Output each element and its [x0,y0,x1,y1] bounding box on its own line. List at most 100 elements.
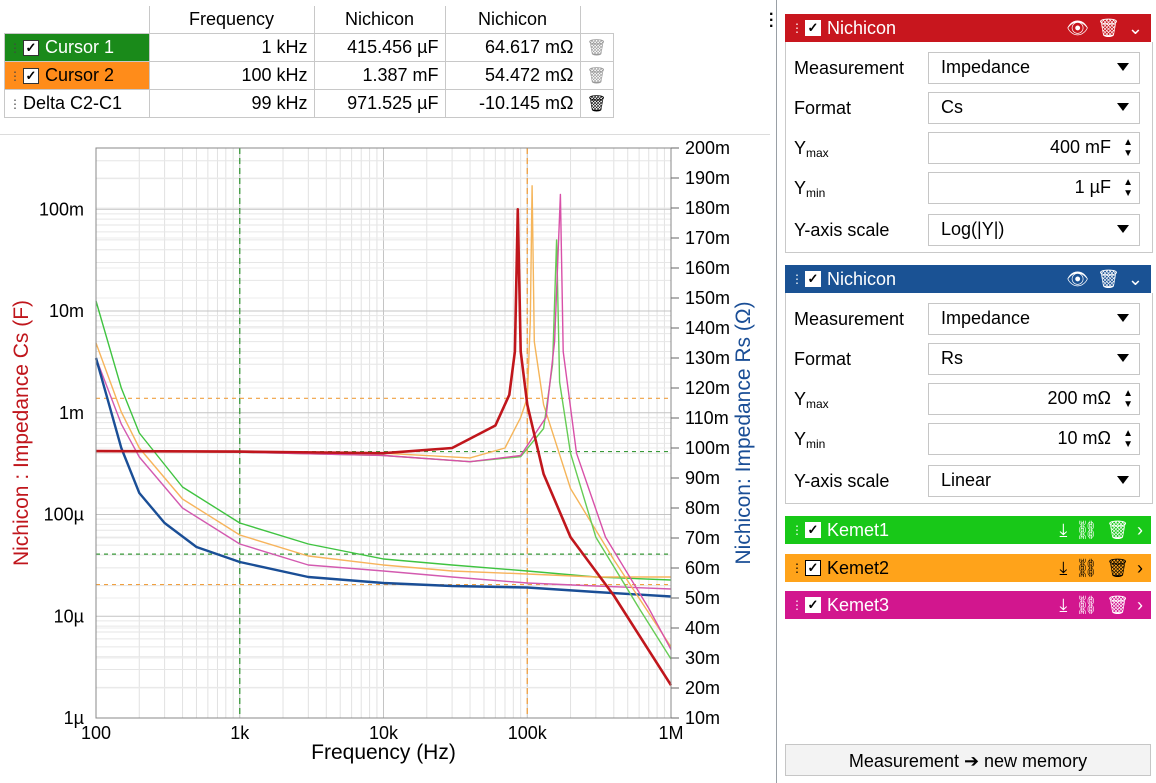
memory-kemet3-checkbox[interactable]: ✓ [805,597,821,613]
y-right-tick-label: 60m [685,558,720,578]
grip-icon[interactable]: ⋮⋮ [791,523,814,537]
spinner-icon[interactable]: ▲ ▼ [1123,177,1133,199]
x-tick-label: 10k [369,723,399,743]
unlink-icon[interactable]: ⛓ [1075,557,1099,578]
ymin-input[interactable]: 10 mΩ ▲ ▼ [928,423,1140,455]
cursor-2-label-cell[interactable]: ⋮⋮✓ Cursor 2 [4,61,150,90]
ymin-label-y: Y [794,429,807,449]
header-series-2: Nichicon [444,6,581,34]
download-icon[interactable]: ⤓ [1059,594,1068,615]
y-axis-scale-select[interactable]: Linear [928,465,1140,497]
format-label: Format [794,349,852,369]
cursor-lines [96,148,671,718]
chevron-right-icon[interactable]: › [1137,557,1143,578]
panel-header-cs[interactable]: ⋮⋮ ✓ Nichicon 👁 🗑 ⌄ [785,14,1151,42]
y-left-tick-label: 1µ [64,708,84,728]
series-line [95,342,671,578]
memory-header-kemet1[interactable]: ⋮⋮ ✓ Kemet1 ⤓ ⛓ 🗑 › [785,516,1151,544]
x-tick-label: 1k [230,723,250,743]
trash-icon[interactable]: 🗑 [586,40,607,57]
cursor-1-value-rs: 64.617 mΩ [444,33,581,62]
trash-icon[interactable]: 🗑 [1097,268,1120,289]
panel-body-rs: Measurement Impedance Format Rs Ymax 200… [785,293,1153,504]
cursor-2-checkbox[interactable]: ✓ [23,68,39,85]
chevron-right-icon[interactable]: › [1137,519,1143,540]
memory-header-kemet3[interactable]: ⋮⋮ ✓ Kemet3 ⤓ ⛓ 🗑 › [785,591,1151,619]
memory-kemet2-checkbox[interactable]: ✓ [805,560,821,576]
cursor-1-frequency[interactable]: 1 kHz [148,33,315,62]
ymin-label-sub: min [806,186,826,200]
ymax-label-sub: max [806,397,829,411]
memory-header-kemet2[interactable]: ⋮⋮ ✓ Kemet2 ⤓ ⛓ 🗑 › [785,554,1151,582]
panel-separator[interactable] [776,0,777,783]
download-icon[interactable]: ⤓ [1059,519,1068,540]
cursor-1-label-cell[interactable]: ⋮⋮✓ Cursor 1 [4,33,150,62]
memory-kemet1-checkbox[interactable]: ✓ [805,522,821,538]
delta-label: Delta C2-C1 [23,93,123,113]
measurement-select[interactable]: Impedance [928,52,1140,84]
format-select[interactable]: Cs [928,92,1140,124]
spinner-icon[interactable]: ▲ ▼ [1123,428,1133,450]
grip-icon[interactable]: ⋮⋮ [9,97,32,112]
spinner-icon[interactable]: ▲ ▼ [1123,388,1133,410]
cursor-2-frequency[interactable]: 100 kHz [148,61,315,90]
spinner-icon[interactable]: ▲ ▼ [1123,137,1133,159]
trash-icon[interactable]: 🗑 [1097,17,1120,38]
y-right-tick-label: 150m [685,288,730,308]
cursor-1-checkbox[interactable]: ✓ [23,40,39,57]
unlink-icon[interactable]: ⛓ [1075,519,1099,540]
trash-icon[interactable]: 🗑 [1106,557,1129,578]
format-label: Format [794,98,852,118]
y-right-tick-label: 80m [685,498,720,518]
unlink-icon[interactable]: ⛓ [1075,594,1099,615]
grip-icon[interactable]: ⋮⋮ [9,41,32,56]
y-axis-scale-select[interactable]: Log(|Y|) [928,214,1140,246]
delta-delete-cell: 🗑 [579,89,614,118]
download-icon[interactable]: ⤓ [1059,557,1068,578]
chevron-right-icon[interactable]: › [1137,594,1143,615]
format-select[interactable]: Rs [928,343,1140,375]
ymax-input[interactable]: 200 mΩ ▲ ▼ [928,383,1140,415]
chevron-down-icon[interactable]: ⌄ [1127,268,1143,289]
cursor-2-value-rs: 54.472 mΩ [444,61,581,90]
trash-icon[interactable]: 🗑 [1106,519,1129,540]
y-axis-right-label: Nichicon: Impedance Rs (Ω) [732,301,755,564]
series-line [95,208,673,686]
eye-icon[interactable]: 👁 [1066,268,1090,289]
ymax-value: 200 mΩ [1047,388,1111,408]
table-menu-icon[interactable]: · · · [769,6,775,35]
series-line [95,300,672,581]
measurement-label: Measurement [794,58,905,78]
dropdown-arrow-icon [1117,103,1129,111]
panel-rs-checkbox[interactable]: ✓ [805,271,821,287]
y-right-tick-label: 20m [685,678,720,698]
ymax-input[interactable]: 400 mF ▲ ▼ [928,132,1140,164]
y-axis-scale-value: Linear [941,470,992,490]
grip-icon[interactable]: ⋮⋮ [791,598,814,612]
divider [0,134,770,135]
trash-icon[interactable]: 🗑 [586,68,607,85]
eye-icon[interactable]: 👁 [1066,17,1090,38]
trash-icon[interactable]: 🗑 [586,96,607,113]
cursor-1-label: Cursor 1 [45,37,115,57]
grip-icon[interactable]: ⋮⋮ [791,272,814,286]
cursor-2-delete-cell: 🗑 [579,61,614,90]
panel-header-rs[interactable]: ⋮⋮ ✓ Nichicon 👁 🗑 ⌄ [785,265,1151,293]
grip-icon[interactable]: ⋮⋮ [791,21,814,35]
delta-label-cell: ⋮⋮Delta C2-C1 [4,89,150,118]
chevron-down-icon[interactable]: ⌄ [1127,17,1143,38]
trash-icon[interactable]: 🗑 [1106,594,1129,615]
grip-icon[interactable]: ⋮⋮ [791,561,814,575]
ymin-input[interactable]: 1 µF ▲ ▼ [928,172,1140,204]
table-row: ⋮⋮✓ Cursor 1 1 kHz 415.456 µF 64.617 mΩ 🗑 [4,33,614,62]
memory-kemet2-title: Kemet2 [827,557,890,578]
grip-icon[interactable]: ⋮⋮ [9,69,32,84]
new-memory-button[interactable]: Measurement ➔ new memory [785,744,1151,776]
panel-cs-checkbox[interactable]: ✓ [805,20,821,36]
y-right-tick-label: 10m [685,708,720,728]
impedance-chart[interactable]: 100 1k 10k 100k 1M 1µ 10µ 100µ 1m 10m 100m 10m 20m 30… [0,136,776,783]
measurement-select[interactable]: Impedance [928,303,1140,335]
header-frequency: Frequency [148,6,315,34]
y-left-tick-label: 10m [49,301,84,321]
panel-cs-title: Nichicon [827,17,897,38]
